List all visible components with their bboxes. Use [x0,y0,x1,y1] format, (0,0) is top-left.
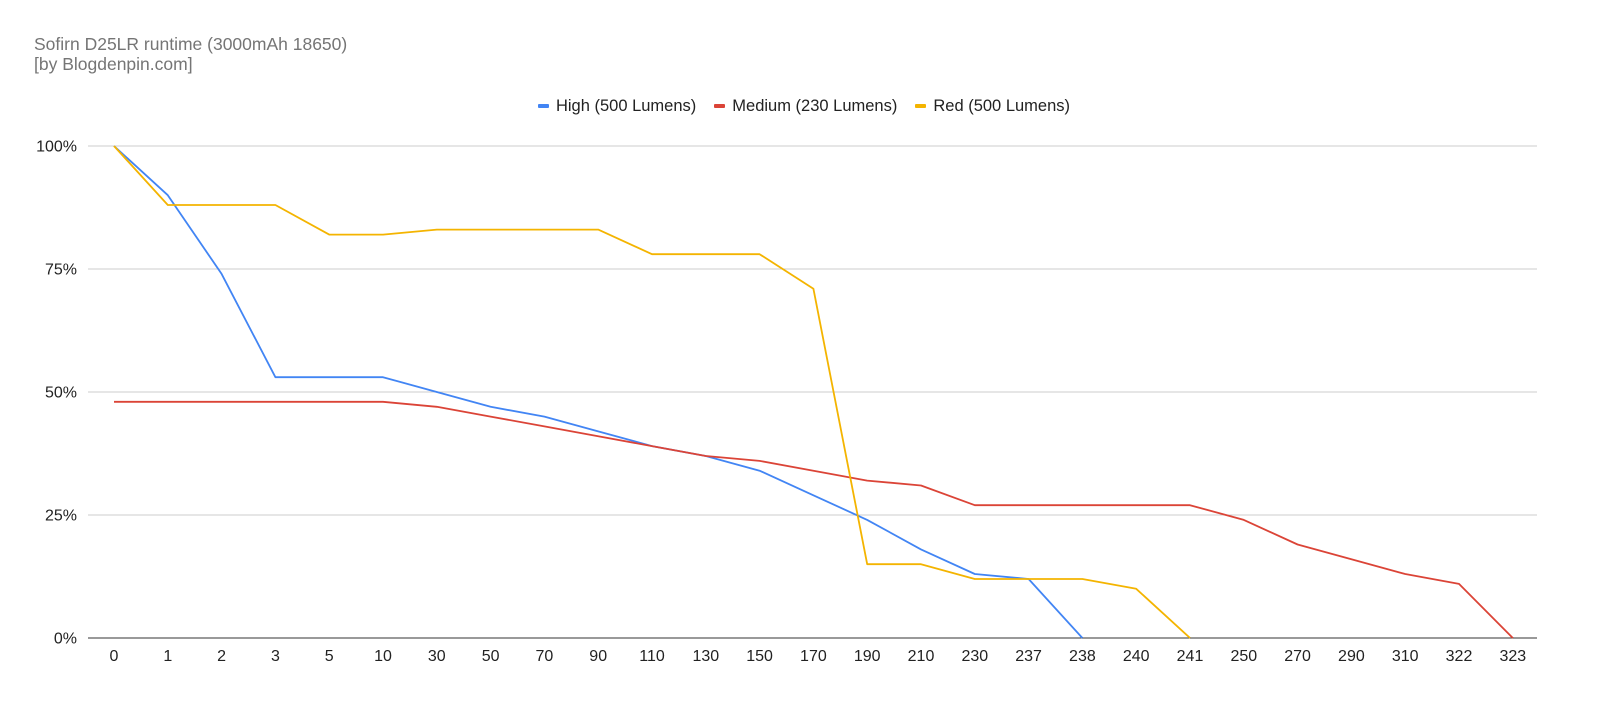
x-tick-label: 170 [800,648,827,665]
x-tick-label: 190 [854,648,881,665]
x-tick-label: 50 [482,648,500,665]
x-tick-label: 323 [1499,648,1526,665]
legend-label: High (500 Lumens) [555,96,697,115]
x-tick-label: 290 [1338,648,1365,665]
y-tick-label: 50% [45,385,77,402]
legend-label: Medium (230 Lumens) [732,96,898,115]
x-tick-label: 2 [217,648,226,665]
x-tick-label: 0 [110,648,119,665]
x-tick-label: 30 [428,648,446,665]
x-tick-label: 10 [374,648,392,665]
x-tick-label: 3 [271,648,280,665]
x-tick-label: 250 [1230,648,1257,665]
x-tick-label: 322 [1446,648,1473,665]
y-tick-label: 100% [36,139,77,156]
legend-label: Red (500 Lumens) [933,96,1071,115]
y-tick-label: 75% [45,262,77,279]
x-tick-label: 241 [1177,648,1204,665]
legend-item: Red (500 Lumens) [915,97,1070,116]
x-tick-label: 230 [961,648,988,665]
series-line-2 [113,145,1191,639]
x-tick-label: 130 [692,648,719,665]
legend-swatch [714,104,726,108]
x-tick-label: 238 [1069,648,1096,665]
x-tick-label: 5 [325,648,334,665]
x-tick-label: 210 [908,648,935,665]
x-tick-label: 240 [1123,648,1150,665]
x-tick-label: 310 [1392,648,1419,665]
x-tick-label: 270 [1284,648,1311,665]
series-line-1 [114,400,1514,639]
x-tick-label: 110 [639,648,665,665]
legend-swatch [537,104,549,108]
chart-title: Sofirn D25LR runtime (3000mAh 18650) [34,34,348,54]
series-line-0 [113,145,1084,639]
legend-swatch [915,104,927,108]
y-tick-label: 25% [45,508,77,525]
x-tick-label: 237 [1015,648,1042,665]
chart-subtitle: [by Blogdenpin.com] [34,54,193,74]
x-tick-label: 1 [163,648,172,665]
x-tick-label: 90 [589,648,607,665]
chart-title-block: Sofirn D25LR runtime (3000mAh 18650) [by… [34,34,347,74]
chart-legend: High (500 Lumens) Medium (230 Lumens) Red … [0,94,1608,116]
legend-item: High (500 Lumens) [537,96,697,116]
legend-item: Medium (230 Lumens) [714,97,897,116]
x-tick-label: 150 [746,648,773,665]
y-tick-label: 0% [54,631,77,648]
x-tick-label: 70 [536,648,554,665]
